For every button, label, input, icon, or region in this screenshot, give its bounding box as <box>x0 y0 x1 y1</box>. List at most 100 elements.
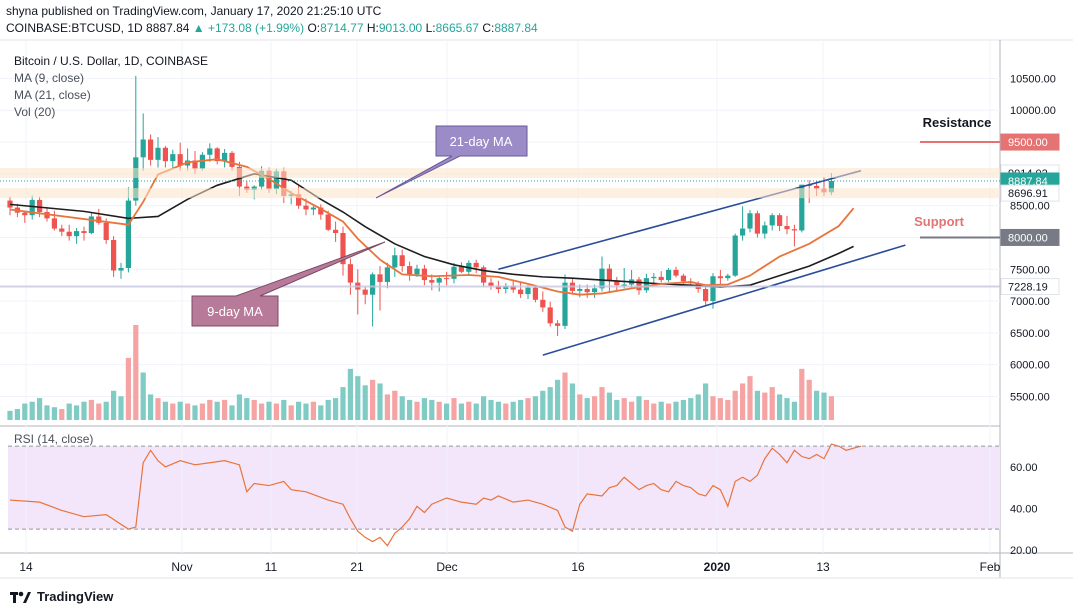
high-value: 9013.00 <box>378 21 423 35</box>
volume-bar <box>22 403 28 420</box>
volume-bar <box>222 399 228 420</box>
price-tick-label: 6000.00 <box>1010 360 1050 372</box>
candle-body <box>325 214 331 230</box>
volume-bar <box>214 401 220 420</box>
candle-body <box>199 154 205 169</box>
candle-body <box>769 215 775 226</box>
candle-body <box>518 289 524 295</box>
price-tag <box>1000 133 1060 151</box>
candle-body <box>784 226 790 230</box>
symbol-line: COINBASE:BTCUSD, 1D 8887.84 ▲ +173.08 (+… <box>6 21 538 35</box>
tradingview-footer[interactable]: TradingView <box>10 589 113 604</box>
legend-title: Bitcoin / U.S. Dollar, 1D, COINBASE <box>14 54 209 68</box>
price-band <box>0 167 1000 178</box>
volume-bar <box>806 379 812 420</box>
volume-bar <box>66 403 72 420</box>
price-tag <box>1000 278 1060 296</box>
close-label: C: <box>482 21 495 35</box>
time-tick-label: 14 <box>19 560 33 574</box>
volume-bar <box>473 403 479 420</box>
volume-bar <box>777 394 783 420</box>
rsi-label[interactable]: RSI (14, close) <box>14 432 94 446</box>
candle-body <box>96 216 102 223</box>
candle-body <box>458 266 464 272</box>
brand-name: TradingView <box>37 589 114 604</box>
price-band <box>0 188 1000 199</box>
candle-body <box>710 276 716 302</box>
price-tag <box>1000 228 1060 246</box>
candle-body <box>814 185 820 189</box>
volume-bar <box>340 387 346 420</box>
candle-body <box>488 282 494 286</box>
candle-body <box>740 228 746 236</box>
volume-bar <box>362 385 368 420</box>
volume-bar <box>421 398 427 420</box>
volume-bar <box>814 390 820 420</box>
volume-bar <box>799 368 805 420</box>
time-tick-label: 11 <box>265 560 278 574</box>
candle-body <box>828 180 834 193</box>
volume-bar <box>584 398 590 420</box>
volume-bar <box>688 398 694 420</box>
volume-bar <box>236 394 242 420</box>
low-label: L: <box>425 21 436 35</box>
time-tick-label: 21 <box>350 560 364 574</box>
volume-bar <box>740 383 746 420</box>
volume-bar <box>51 407 57 420</box>
candle-body <box>525 287 531 295</box>
candle-body <box>562 282 568 326</box>
volume-bar <box>29 401 35 420</box>
volume-bar <box>288 405 294 420</box>
volume-bar <box>59 409 65 420</box>
candle-body <box>207 148 213 155</box>
candle-body <box>81 231 87 234</box>
legend-ma9[interactable]: MA (9, close) <box>14 71 85 85</box>
volume-bar <box>821 392 827 420</box>
volume-bar <box>185 403 191 420</box>
volume-bar <box>155 398 161 420</box>
volume-bar <box>273 403 279 420</box>
price-tag <box>1000 184 1060 202</box>
support-label: Support <box>914 214 964 229</box>
rsi-tick-label: 40.00 <box>1010 503 1038 515</box>
volume-bar <box>621 398 627 420</box>
volume-bar <box>562 372 568 420</box>
candle-body <box>88 216 94 234</box>
publisher-line: shyna published on TradingView.com, Janu… <box>6 4 382 18</box>
volume-bar <box>710 396 716 420</box>
candle-body <box>222 152 228 162</box>
volume-bar <box>310 401 316 420</box>
time-tick-label: 13 <box>816 560 830 574</box>
candle-body <box>74 231 80 237</box>
volume-bar <box>88 399 94 420</box>
candle-body <box>799 184 805 231</box>
legend-vol[interactable]: Vol (20) <box>14 105 56 119</box>
candle-body <box>429 280 435 283</box>
candle-body <box>37 199 43 213</box>
volume-bar <box>281 399 287 420</box>
candle-body <box>259 170 265 187</box>
candle-body <box>333 229 339 234</box>
price-tick-label: 8500.00 <box>1010 201 1050 213</box>
price-tick-label: 7000.00 <box>1010 296 1050 308</box>
candle-body <box>370 274 376 295</box>
time-tick-label: 2020 <box>704 560 731 574</box>
volume-bar <box>125 357 131 420</box>
volume-bar <box>784 398 790 420</box>
candle-body <box>44 212 50 219</box>
volume-bar <box>525 398 531 420</box>
tradingview-logo-icon <box>10 591 31 603</box>
legend-ma21[interactable]: MA (21, close) <box>14 88 91 102</box>
price-tick-label: 10500.00 <box>1010 73 1056 85</box>
volume-bar <box>666 403 672 420</box>
volume-bar <box>303 403 309 420</box>
legend: Bitcoin / U.S. Dollar, 1D, COINBASE MA (… <box>14 53 208 121</box>
symbol-name[interactable]: COINBASE:BTCUSD, 1D <box>6 21 143 35</box>
volume-bar <box>540 390 546 420</box>
candle-body <box>436 278 442 283</box>
time-tick-label: Dec <box>436 560 457 574</box>
resistance-label: Resistance <box>923 115 992 130</box>
volume-bar <box>244 398 250 420</box>
volume-bar <box>495 401 501 420</box>
